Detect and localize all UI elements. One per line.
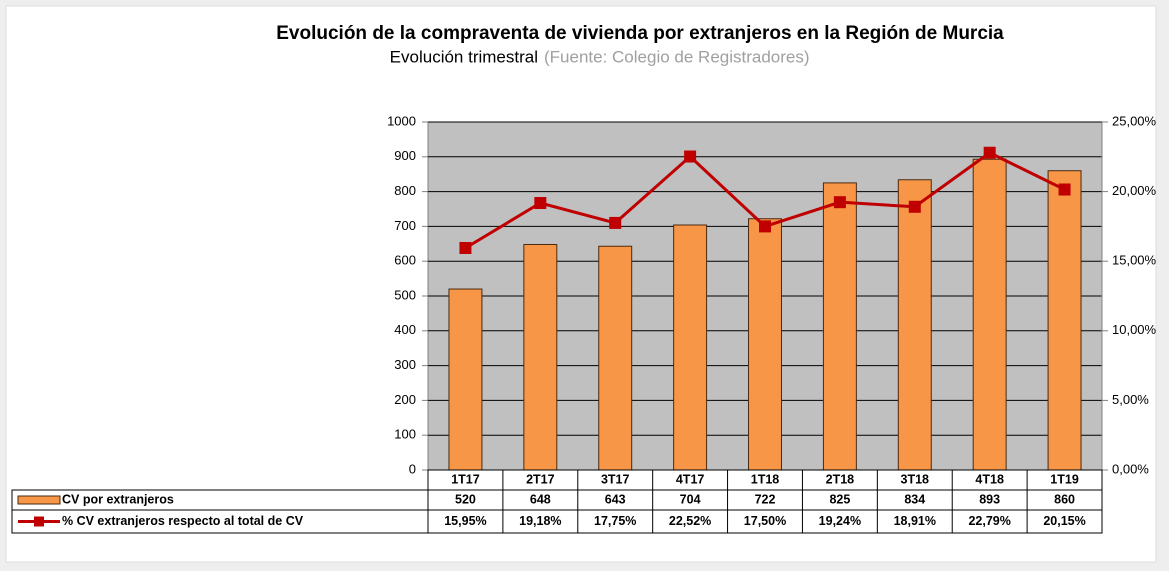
data-label: 22,79% [968, 514, 1010, 528]
bar [598, 245, 633, 471]
legend-label: CV por extranjeros [62, 492, 174, 506]
y-tick-label: 200 [394, 392, 416, 407]
y-tick-label: 600 [394, 253, 416, 268]
x-tick-label: 1T17 [451, 472, 480, 486]
line-marker [459, 241, 472, 254]
legend-label: % CV extranjeros respecto al total de CV [62, 514, 304, 528]
data-label: 19,18% [519, 514, 561, 528]
legend-swatch [17, 495, 61, 505]
bar [972, 158, 1007, 471]
x-tick-label: 2T18 [826, 472, 855, 486]
bar [822, 182, 857, 471]
y-tick-label: 1000 [387, 113, 416, 128]
y2-tick-label: 0,00% [1112, 461, 1149, 476]
data-label: 643 [605, 492, 626, 506]
data-label: 520 [455, 492, 476, 506]
chart-source: (Fuente: Colegio de Registradores) [544, 47, 810, 66]
y-tick-label: 100 [394, 427, 416, 442]
y-tick-label: 700 [394, 218, 416, 233]
y-tick-label: 0 [409, 461, 416, 476]
y2-tick-label: 25,00% [1112, 113, 1157, 128]
y2-tick-label: 15,00% [1112, 253, 1157, 268]
x-tick-label: 3T17 [601, 472, 630, 486]
line-marker [534, 197, 547, 210]
x-tick-label: 4T17 [676, 472, 705, 486]
y-tick-label: 800 [394, 183, 416, 198]
y2-tick-label: 20,00% [1112, 183, 1157, 198]
bar [523, 243, 558, 471]
data-label: 860 [1054, 492, 1075, 506]
data-label: 15,95% [444, 514, 486, 528]
line-marker [684, 150, 697, 163]
chart-subtitle: Evolución trimestral [390, 47, 538, 66]
x-tick-label: 1T18 [751, 472, 780, 486]
data-label: 18,91% [894, 514, 936, 528]
line-marker [759, 220, 771, 233]
data-label: 22,52% [669, 514, 711, 528]
data-label: 825 [829, 492, 850, 506]
bar [673, 224, 708, 471]
line-marker [983, 146, 996, 159]
bar [748, 218, 782, 471]
y-tick-label: 400 [394, 322, 416, 337]
line-marker [908, 200, 921, 213]
data-label: 20,15% [1043, 514, 1085, 528]
y-tick-label: 900 [394, 148, 416, 163]
x-tick-label: 4T18 [975, 472, 1004, 486]
bar [448, 288, 483, 471]
data-label: 17,50% [744, 514, 786, 528]
data-label: 834 [904, 492, 925, 506]
x-tick-label: 2T17 [526, 472, 555, 486]
line-marker [1058, 183, 1071, 196]
y-tick-label: 300 [394, 357, 416, 372]
data-label: 704 [680, 492, 701, 506]
y2-tick-label: 5,00% [1112, 392, 1149, 407]
data-label: 648 [530, 492, 551, 506]
bar [1047, 170, 1082, 471]
y-tick-label: 500 [394, 287, 416, 302]
line-marker [833, 196, 846, 209]
data-label: 19,24% [819, 514, 861, 528]
bar [897, 179, 932, 471]
x-tick-label: 3T18 [901, 472, 930, 486]
line-marker [609, 216, 622, 229]
data-label: 893 [979, 492, 1000, 506]
data-label: 722 [755, 492, 776, 506]
chart-title: Evolución de la compraventa de vivienda … [276, 23, 1004, 44]
data-label: 17,75% [594, 514, 636, 528]
x-tick-label: 1T19 [1050, 472, 1079, 486]
legend-marker [34, 516, 44, 527]
y2-tick-label: 10,00% [1112, 322, 1157, 337]
